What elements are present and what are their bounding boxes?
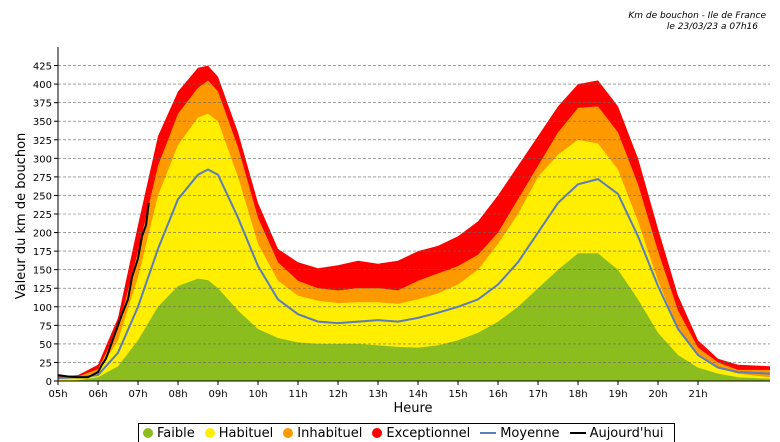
y-tick-label: 325 [33,136,52,147]
y-tick-label: 275 [33,173,52,184]
x-tick-label: 10h [248,389,267,400]
x-tick-label: 19h [608,389,627,400]
line-moyenne [57,168,771,379]
legend: Faible Habituel Inhabituel Exceptionnel Moye… [138,423,675,442]
x-tick-label: 12h [328,389,347,400]
legend-label: Habituel [218,425,274,441]
x-tick-label: 20h [648,389,667,400]
legend-line-swatch [569,432,586,434]
legend-dot-swatch [204,428,215,438]
x-tick-label: 13h [368,389,387,400]
chart-subtitle: le 23/03/23 a 07h16 [666,22,758,32]
y-tick-label: 0 [46,377,52,388]
x-tick-label: 21h [688,389,707,400]
y-tick-label: 50 [39,340,52,351]
legend-label: Moyenne [500,425,560,441]
area-series-group [58,65,770,382]
x-tick-label: 11h [288,389,307,400]
x-tick-label: 08h [168,389,187,400]
legend-item: Moyenne [478,425,560,441]
y-tick-label: 300 [33,154,52,165]
legend-label: Inhabituel [297,425,363,441]
x-tick-label: 05h [48,389,67,400]
x-tick-label: 14h [408,389,427,400]
y-tick-label: 350 [33,117,52,128]
y-tick-label: 75 [39,321,52,332]
area-faible [58,253,770,381]
y-tick-label: 200 [33,229,52,240]
x-tick-label: 16h [488,389,507,400]
legend-label: Faible [157,425,195,441]
y-tick-label: 250 [33,191,52,202]
y-tick-label: 25 [39,358,52,369]
legend-item: Exceptionnel [370,426,470,441]
legend-item: Faible [141,426,195,441]
y-tick-label: 100 [33,303,52,314]
legend-dot-swatch [372,428,383,438]
x-tick-label: 18h [568,389,587,400]
y-tick-label: 150 [33,266,52,277]
x-tick-label: 06h [88,389,107,400]
line-aujourdhui [57,202,150,379]
legend-label: Aujourd'hui [589,425,664,441]
y-tick-label: 400 [33,80,52,91]
y-tick-label: 425 [33,62,52,73]
x-axis-label: Heure [393,401,432,416]
x-tick-label: 15h [448,389,467,400]
legend-label: Exceptionnel [386,425,471,441]
legend-item: Aujourd'hui [568,426,664,441]
axes: 0 25 50 75 100 125 150 175 200 225 250 275 300 325 350… [33,47,770,400]
legend-dot-swatch [283,428,294,438]
line-series-group [57,168,771,379]
chart-title: Km de bouchon - Ile de France [628,11,766,21]
y-axis-label: Valeur du km de bouchon [14,133,29,300]
x-tick-label: 17h [528,389,547,400]
legend-item: Inhabituel [281,426,362,441]
y-tick-label: 125 [33,284,52,295]
grid-lines [58,65,770,363]
x-tick-label: 07h [128,389,147,400]
y-tick-label: 375 [33,99,52,110]
legend-item: Habituel [203,425,274,441]
y-tick-label: 175 [33,247,52,258]
legend-line-swatch [480,432,497,434]
legend-dot-swatch [143,428,153,438]
y-tick-label: 225 [33,210,52,221]
x-tick-label: 09h [208,389,227,400]
